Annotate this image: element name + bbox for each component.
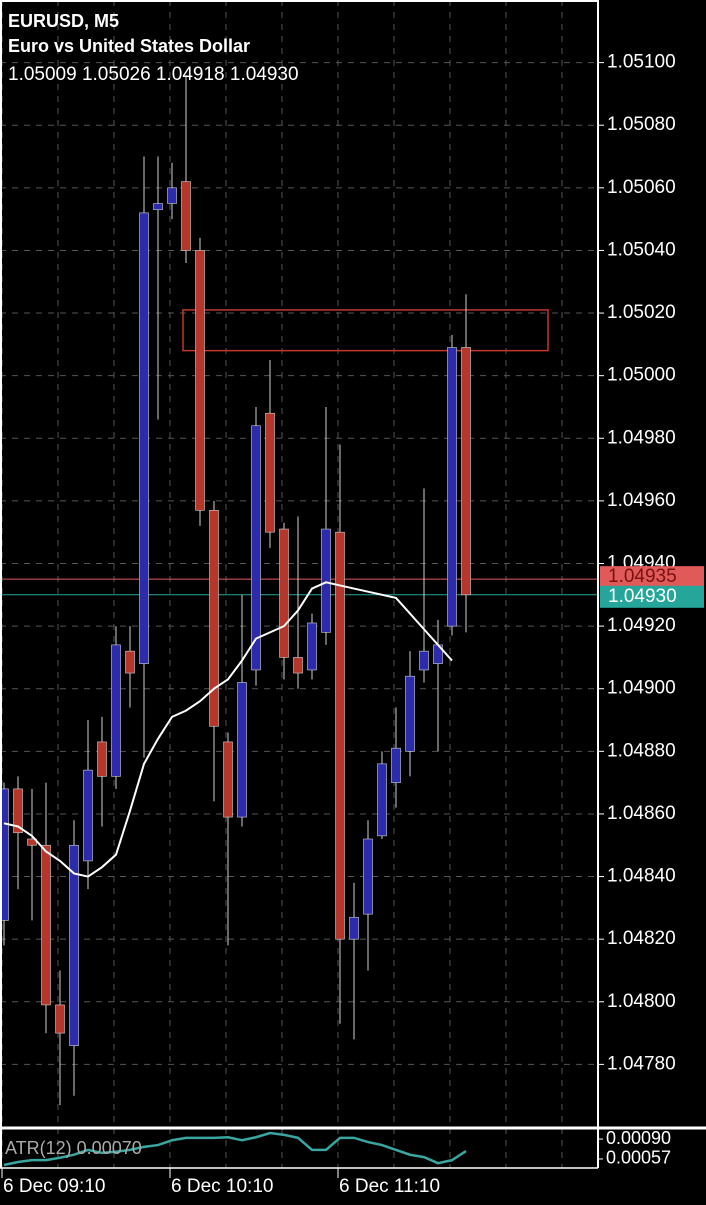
candle-body [349, 916, 359, 940]
candle-body [335, 531, 345, 940]
candle-body [377, 763, 387, 837]
candle-body [405, 675, 415, 752]
candle-body [293, 657, 303, 674]
y-tick-label: 1.04820 [607, 928, 676, 949]
candle-body [391, 747, 401, 783]
candle-body [237, 682, 247, 818]
candle-body [83, 769, 93, 862]
y-tick-label: 1.05040 [607, 239, 676, 260]
y-tick-label: 1.04960 [607, 490, 676, 511]
y-tick-label: 1.04980 [607, 427, 676, 448]
zone [182, 309, 549, 352]
price-label-box [600, 566, 704, 589]
candle-body [321, 528, 331, 633]
candle-body [307, 622, 317, 671]
candle-body [167, 187, 177, 204]
candle-body [41, 844, 51, 1006]
y-tick-label: 1.04880 [607, 740, 676, 761]
chart-subtitle: Euro vs United States Dollar [8, 36, 250, 56]
chart-title: EURUSD, M5 [8, 11, 119, 31]
candle-body [139, 212, 149, 664]
y-tick-label: 1.04840 [607, 866, 676, 887]
candle-body [461, 347, 471, 596]
candle-body [153, 203, 163, 211]
candle-body [265, 412, 275, 533]
y-tick-label: 1.05020 [607, 302, 676, 323]
y-tick-label: 1.05080 [607, 114, 676, 135]
y-tick-label: 1.05000 [607, 365, 676, 386]
candle-body [69, 844, 79, 1046]
y-tick-label: 1.04800 [607, 991, 676, 1012]
x-tick-label: 6 Dec 11:10 [339, 1176, 440, 1197]
x-tick-label: 6 Dec 09:10 [3, 1176, 105, 1197]
y-tick-label: 1.04900 [607, 678, 676, 699]
candle-body [223, 741, 233, 818]
candle-body [125, 650, 135, 674]
candle-body [209, 509, 219, 727]
candle-body [195, 250, 205, 511]
y-tick-label: 1.04920 [607, 615, 676, 636]
moving-average [3, 581, 453, 878]
indicator-label: ATR(12) 0.00070 [5, 1138, 142, 1158]
candle-body [251, 425, 261, 671]
candle-body [181, 181, 191, 251]
price-label: 1.04930 [608, 586, 677, 607]
candle-body [111, 644, 121, 777]
candle-body [447, 347, 457, 627]
y-tick-label: 1.04860 [607, 803, 676, 824]
price-label: 1.04935 [608, 566, 677, 587]
y-tick-label: 1.05060 [607, 177, 676, 198]
candle-body [0, 788, 9, 921]
candle-body [363, 838, 373, 915]
y-tick-label: 1.05100 [607, 52, 676, 73]
ohlc-info: 1.05009 1.05026 1.04918 1.04930 [8, 64, 299, 85]
candle-body [97, 741, 107, 777]
candle-body [419, 650, 429, 671]
y-tick-label: 1.04780 [607, 1053, 676, 1074]
candle-body [279, 528, 289, 658]
x-tick-label: 6 Dec 10:10 [171, 1176, 273, 1197]
y-tick-label: 0.00057 [606, 1148, 671, 1168]
candle-body [55, 1004, 65, 1034]
indicator-line [3, 1131, 467, 1167]
price-label-box [600, 585, 704, 608]
candle-body [13, 788, 23, 834]
y-tick-label: 0.00090 [606, 1128, 671, 1148]
